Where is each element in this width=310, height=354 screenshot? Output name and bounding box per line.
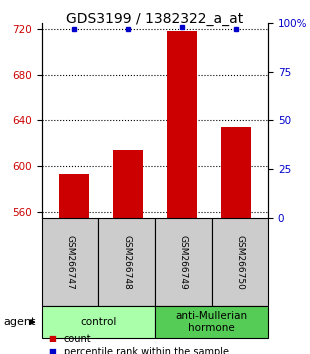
Text: GSM266750: GSM266750 — [235, 234, 244, 290]
Text: percentile rank within the sample: percentile rank within the sample — [64, 347, 228, 354]
Bar — [167, 31, 197, 218]
Text: agent: agent — [3, 317, 35, 327]
Text: ■: ■ — [48, 347, 56, 354]
Text: count: count — [64, 334, 91, 344]
Bar — [98, 218, 155, 306]
Bar — [113, 150, 143, 218]
Text: GSM266749: GSM266749 — [179, 235, 188, 289]
Text: anti-Mullerian
hormone: anti-Mullerian hormone — [175, 311, 248, 333]
Bar — [155, 306, 268, 338]
Text: ■: ■ — [48, 334, 56, 343]
Text: control: control — [80, 317, 117, 327]
Bar — [42, 306, 155, 338]
Text: GSM266747: GSM266747 — [66, 235, 75, 289]
Text: GSM266748: GSM266748 — [122, 235, 131, 289]
Text: GDS3199 / 1382322_a_at: GDS3199 / 1382322_a_at — [66, 12, 244, 27]
Bar — [211, 218, 268, 306]
Bar — [221, 127, 251, 218]
Bar — [155, 218, 211, 306]
Bar — [42, 218, 98, 306]
Bar — [59, 174, 89, 218]
